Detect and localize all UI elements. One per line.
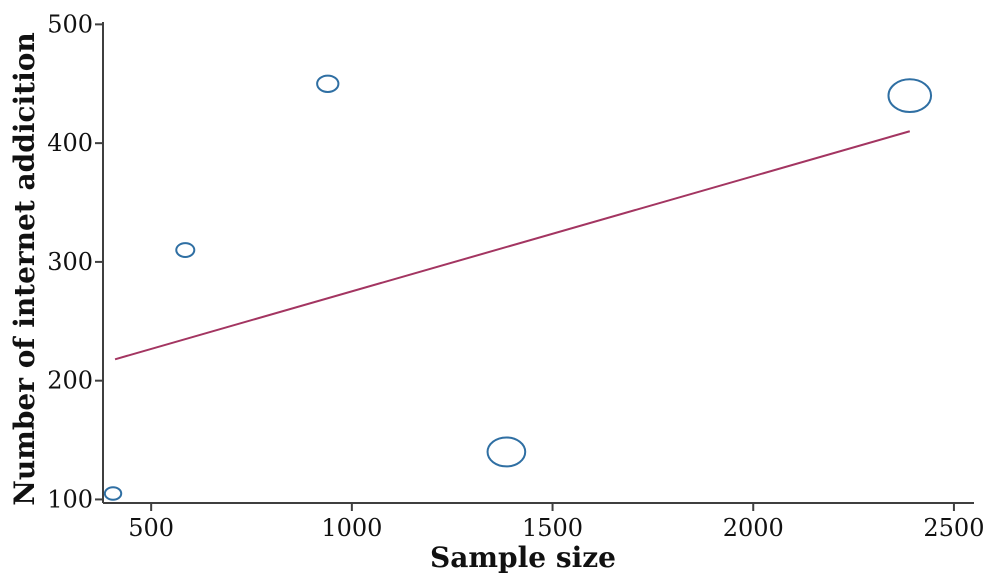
chart-series: [103, 74, 933, 501]
x-axis-label: Sample size: [430, 541, 616, 574]
data-point: [103, 486, 123, 501]
data-point: [316, 74, 340, 93]
x-tick-label: 500: [128, 514, 174, 542]
x-tick-label: 2000: [723, 514, 784, 542]
data-point: [486, 436, 527, 468]
x-tick-label: 2500: [923, 514, 984, 542]
axis-labels: Sample size Number of internet addicitio…: [8, 32, 616, 574]
x-tick-label: 1500: [522, 514, 583, 542]
data-point: [887, 78, 933, 114]
y-tick-label: 200: [47, 367, 93, 395]
y-tick-label: 500: [47, 10, 93, 38]
x-tick-label: 1000: [321, 514, 382, 542]
y-tick-label: 400: [47, 129, 93, 157]
y-axis-label: Number of internet addicition: [8, 32, 41, 506]
axes: 100 200 300 400 500 500 1000 1500 2000 2500: [47, 10, 984, 542]
data-point: [175, 242, 196, 258]
fit-line: [114, 130, 911, 361]
y-tick-label: 300: [47, 248, 93, 276]
y-tick-label: 100: [47, 485, 93, 513]
